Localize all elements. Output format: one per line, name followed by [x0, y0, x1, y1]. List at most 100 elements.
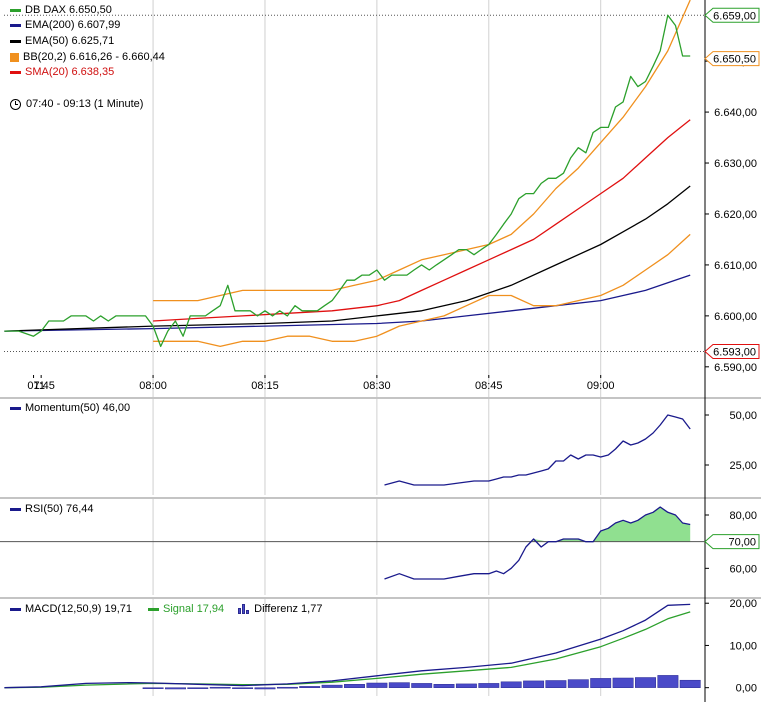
series-rsi [384, 506, 691, 580]
histogram-bar [612, 677, 634, 688]
histogram-bar [523, 680, 545, 688]
histogram-bar [679, 679, 701, 688]
macd-axis-tick-label: 0,00 [736, 683, 757, 695]
series-momentum [384, 414, 691, 486]
series-macd [4, 603, 691, 689]
rsi-level-tag-shape [704, 534, 760, 550]
price-tag-shape [704, 51, 760, 67]
histogram-bar [411, 683, 433, 688]
macd-axis-tick-label: 10,00 [729, 640, 757, 652]
legend-dax-label: DB DAX 6.650,50 [25, 4, 112, 16]
rsi-axis-tick-label: 60,00 [729, 563, 757, 575]
price-tag: 6.659,00 [704, 7, 760, 23]
x-tick-label: 09:00 [587, 380, 615, 392]
series-bb-lower [153, 233, 691, 348]
histogram-bar [455, 683, 477, 688]
legend-sma20-label: SMA(20) 6.638,35 [25, 66, 115, 78]
legend-bb-label: BB(20,2) 6.616,26 - 6.660,44 [23, 51, 165, 63]
price-tag-shape [704, 344, 760, 360]
histogram-bar [187, 687, 209, 689]
histogram-bar [545, 680, 567, 688]
legend-dax: DB DAX 6.650,50 [10, 3, 112, 17]
histogram-bar [254, 687, 276, 690]
histogram-bar [500, 681, 522, 688]
rsi-axis-tick-label: 80,00 [729, 510, 757, 522]
x-tick-label: 08:45 [475, 380, 503, 392]
ema200-swatch [10, 23, 21, 27]
rsi-legend-label: RSI(50) 76,44 [25, 503, 94, 515]
histogram-bar [567, 679, 589, 688]
macd-axis-tick-label: 20,00 [729, 598, 757, 610]
sma20-swatch [10, 70, 21, 74]
price-tag: 6.593,00 [704, 344, 760, 360]
x-tick-label: 07:45 [27, 380, 55, 392]
legend-sma20: SMA(20) 6.638,35 [10, 65, 114, 79]
legend-ema200-label: EMA(200) 6.607,99 [25, 19, 121, 31]
bb-swatch [10, 52, 19, 62]
histogram-bar [478, 683, 500, 688]
legend-ema50: EMA(50) 6.625,71 [10, 34, 114, 48]
price-axis-tick-label: 6.620,00 [714, 209, 757, 221]
price-tag-label: 6.659,00 [713, 10, 756, 22]
momentum-axis-tick-label: 50,00 [729, 410, 757, 422]
histogram-bar [209, 686, 231, 689]
ema50-swatch [10, 39, 21, 43]
momentum-swatch [10, 406, 21, 410]
macd-legend: MACD(12,50,9) 19,71 Signal 17,94 Differe… [10, 603, 322, 615]
series-bb-upper [153, 0, 691, 302]
histogram-bar [276, 686, 298, 689]
x-tick-label: 08:15 [251, 380, 279, 392]
signal-legend-label: Signal 17,94 [163, 603, 225, 615]
histogram-bar [299, 686, 321, 688]
histogram-bar [142, 687, 164, 689]
rsi-swatch [10, 507, 21, 511]
legend-ema50-label: EMA(50) 6.625,71 [25, 35, 115, 47]
signal-swatch [148, 607, 159, 611]
macd-legend-label: MACD(12,50,9) 19,71 [25, 603, 132, 615]
rsi-overbought-fill [533, 507, 691, 542]
histogram-bar [433, 684, 455, 688]
rsi-level-tag: 70,00 [704, 534, 760, 550]
clock-icon [10, 98, 21, 110]
series-ema-50- [4, 185, 691, 332]
histogram-bar [590, 678, 612, 688]
series-signal [4, 611, 691, 689]
rsi-level-tag-label: 70,00 [728, 537, 756, 549]
price-axis-tick-label: 6.630,00 [714, 158, 757, 170]
rsi-legend: RSI(50) 76,44 [10, 503, 93, 515]
x-tick-label: 08:00 [139, 380, 167, 392]
histogram-bar [232, 687, 254, 689]
price-axis-tick-label: 6.640,00 [714, 107, 757, 119]
histogram-bar [388, 682, 410, 688]
histogram-bar [366, 682, 388, 688]
histogram-bar [165, 687, 186, 690]
series-sma-20- [153, 119, 691, 322]
price-axis-tick-label: 6.600,00 [714, 311, 757, 323]
price-tag-label: 6.593,00 [713, 347, 756, 359]
price-tag-label: 6.650,50 [713, 54, 756, 66]
momentum-legend: Momentum(50) 46,00 [10, 402, 130, 414]
timerange-label: 07:40 - 09:13 (1 Minute) [26, 98, 144, 110]
histogram-bar [657, 675, 679, 688]
histogram-bar [321, 684, 343, 688]
price-axis-tick-label: 6.610,00 [714, 260, 757, 272]
momentum-axis-tick-label: 25,00 [729, 460, 757, 472]
series-db-dax [4, 14, 691, 348]
histogram-bar [344, 684, 365, 688]
x-tick-label: 11 [34, 380, 45, 392]
x-tick-label: 08:30 [363, 380, 391, 392]
price-axis-tick-label: 6.590,00 [714, 362, 757, 374]
legend-ema200: EMA(200) 6.607,99 [10, 18, 120, 32]
timerange: 07:40 - 09:13 (1 Minute) [10, 98, 143, 110]
histogram-bar [635, 677, 656, 688]
price-tag: 6.650,50 [704, 51, 760, 67]
macd-swatch [10, 607, 21, 611]
dax-swatch [10, 8, 21, 12]
momentum-legend-label: Momentum(50) 46,00 [25, 402, 131, 414]
legend-bb: BB(20,2) 6.616,26 - 6.660,44 [10, 50, 165, 64]
differenz-legend-label: Differenz 1,77 [254, 603, 323, 615]
series-ema-200- [4, 274, 691, 332]
histogram-icon [238, 604, 250, 614]
price-tag-shape [704, 7, 760, 23]
